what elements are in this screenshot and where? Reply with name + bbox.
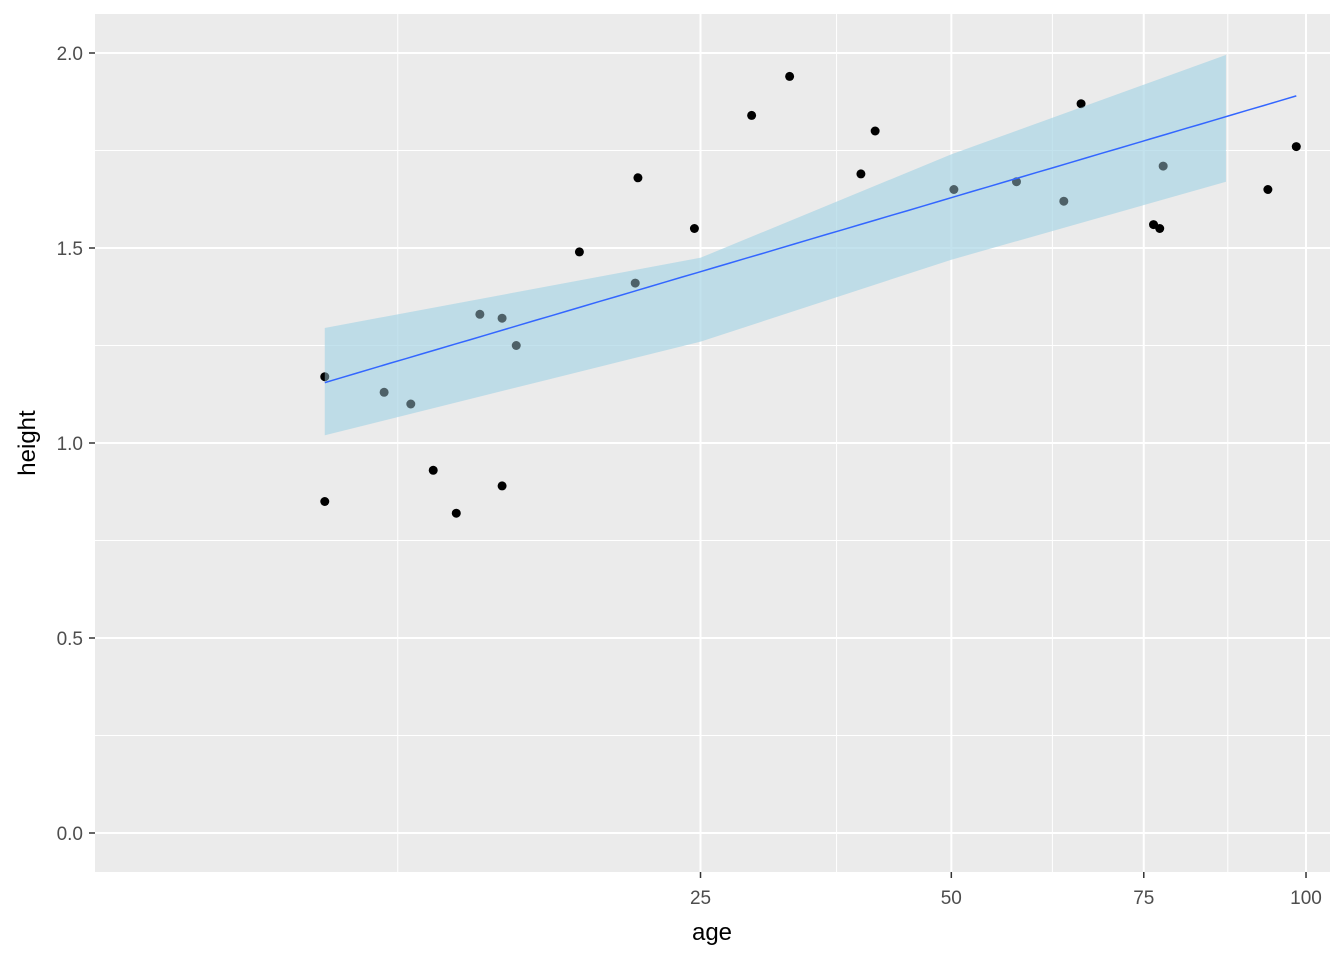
- data-point: [870, 126, 880, 136]
- data-point: [1076, 99, 1086, 109]
- data-point: [320, 372, 330, 382]
- y-tick-label: 2.0: [57, 44, 83, 65]
- data-point: [630, 278, 640, 288]
- y-tick-label: 0.5: [57, 629, 83, 650]
- x-axis-ticks: 25 50 75 100: [690, 872, 1322, 909]
- data-point: [856, 169, 866, 179]
- data-point: [1263, 185, 1273, 194]
- data-point: [574, 247, 584, 257]
- data-point: [1158, 161, 1168, 171]
- confidence-band: [324, 55, 1226, 436]
- y-tick-label: 1.0: [57, 434, 83, 455]
- x-tick-label: 75: [1133, 888, 1154, 909]
- x-tick-label: 100: [1290, 888, 1322, 909]
- data-point: [689, 224, 699, 233]
- data-point: [511, 341, 521, 350]
- data-point: [1155, 224, 1165, 233]
- data-point: [949, 185, 959, 194]
- x-axis-title: age: [692, 919, 732, 946]
- data-point: [428, 465, 438, 475]
- data-point: [451, 508, 461, 518]
- confidence-band-overlay: [324, 55, 1226, 436]
- x-tick-label: 25: [690, 888, 711, 909]
- data-point: [633, 173, 643, 183]
- data-point: [747, 110, 757, 120]
- data-point: [475, 309, 485, 319]
- data-points: [320, 71, 1301, 518]
- y-axis-ticks: 0.0 0.5 1.0 1.5 2.0: [57, 44, 95, 845]
- y-axis-title: height: [14, 410, 41, 476]
- y-tick-label: 1.5: [57, 239, 83, 260]
- data-point: [379, 387, 389, 397]
- data-point: [1059, 196, 1069, 206]
- data-point: [320, 497, 330, 506]
- data-point: [785, 71, 795, 81]
- data-point: [497, 481, 507, 491]
- regression-line: [324, 95, 1297, 384]
- data-point: [1291, 142, 1301, 152]
- y-tick-label: 0.0: [57, 824, 83, 845]
- data-point: [497, 313, 507, 323]
- x-tick-label: 50: [941, 888, 962, 909]
- data-point: [406, 399, 416, 409]
